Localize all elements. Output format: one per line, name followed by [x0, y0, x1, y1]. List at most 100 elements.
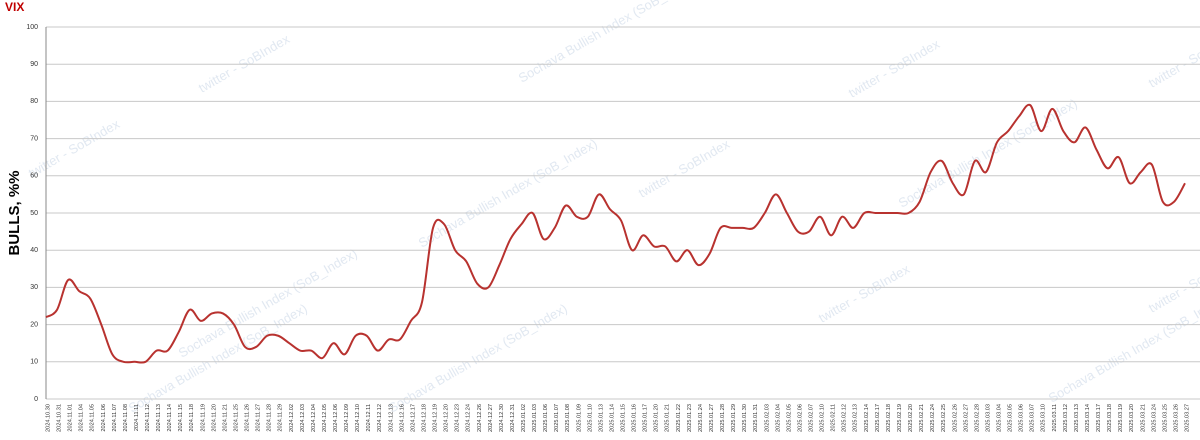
- x-tick-label: 2025.03.10: [1041, 404, 1047, 432]
- y-tick-label: 20: [30, 321, 38, 328]
- x-tick-label: 2025.02.06: [797, 404, 803, 432]
- x-tick-label: 2025.03.20: [1129, 404, 1135, 432]
- x-tick-label: 2025.01.23: [687, 404, 693, 432]
- x-tick-label: 2024.11.18: [189, 404, 195, 432]
- x-tick-label: 2024.12.10: [355, 404, 361, 432]
- x-tick-label: 2024.11.27: [256, 404, 262, 432]
- watermark: Sochava Bullish Index (SoB_Index): [516, 0, 700, 86]
- x-tick-label: 2025.02.10: [820, 404, 826, 432]
- watermark: twitter - SoBIndex: [846, 36, 943, 101]
- x-tick-label: 2024.10.31: [57, 404, 63, 432]
- watermark: Sochava Bullish Index (SoB_Index): [126, 301, 310, 416]
- x-tick-label: 2025.03.05: [1008, 404, 1014, 432]
- x-tick-label: 2025.01.08: [565, 404, 571, 432]
- x-tick-label: 2024.11.20: [211, 404, 217, 432]
- watermark: twitter - SoBIndex: [26, 116, 123, 181]
- x-tick-label: 2025.02.05: [786, 404, 792, 432]
- x-tick-label: 2025.02.25: [941, 404, 947, 432]
- y-tick-label: 80: [30, 98, 38, 105]
- x-tick-label: 2024.12.06: [333, 404, 339, 432]
- x-tick-label: 2025.03.13: [1074, 404, 1080, 432]
- x-tick-label: 2024.11.19: [200, 404, 206, 432]
- chart-title: VIX: [5, 0, 24, 14]
- x-tick-label: 2024.12.13: [388, 404, 394, 432]
- x-tick-label: 2025.01.21: [665, 404, 671, 432]
- x-tick-label: 2025.02.27: [963, 404, 969, 432]
- x-tick-label: 2025.01.09: [576, 404, 582, 432]
- x-tick-label: 2024.11.14: [167, 404, 173, 432]
- y-tick-label: 100: [26, 24, 38, 31]
- x-tick-label: 2024.12.27: [488, 404, 494, 432]
- x-tick-label: 2025.01.20: [654, 404, 660, 432]
- x-tick-label: 2024.12.04: [311, 404, 317, 432]
- watermark: twitter - SoBIndex: [636, 136, 733, 201]
- x-tick-label: 2024.12.20: [444, 404, 450, 432]
- x-tick-label: 2024.11.26: [245, 404, 251, 432]
- x-tick-label: 2025.03.25: [1162, 404, 1168, 432]
- x-tick-label: 2025.02.07: [809, 404, 815, 432]
- x-tick-label: 2025.03.11: [1052, 404, 1058, 432]
- x-tick-label: 2025.01.07: [554, 404, 560, 432]
- x-tick-label: 2024.12.30: [499, 404, 505, 432]
- x-tick-label: 2025.03.06: [1019, 404, 1025, 432]
- x-tick-label: 2025.03.07: [1030, 404, 1036, 432]
- watermark: twitter - SoBIndex: [1146, 251, 1200, 316]
- x-tick-label: 2025.03.17: [1096, 404, 1102, 432]
- x-tick-label: 2025.03.04: [996, 404, 1002, 432]
- watermark: twitter - SoBIndex: [196, 31, 293, 96]
- x-tick-label: 2024.11.11: [134, 404, 140, 431]
- x-tick-label: 2025.01.15: [621, 404, 627, 432]
- x-tick-label: 2025.01.28: [720, 404, 726, 432]
- x-tick-label: 2025.02.17: [875, 404, 881, 432]
- x-tick-label: 2024.11.21: [222, 404, 228, 432]
- y-tick-label: 60: [30, 173, 38, 180]
- x-tick-label: 2024.12.12: [377, 404, 383, 432]
- x-tick-label: 2025.01.14: [609, 404, 615, 432]
- watermark: twitter - SoBIndex: [816, 261, 913, 326]
- x-tick-label: 2024.11.12: [145, 404, 151, 432]
- x-tick-label: 2025.03.26: [1173, 404, 1179, 432]
- y-tick-label: 0: [34, 396, 38, 403]
- watermark: Sochava Bullish Index (SoB_Index): [416, 136, 600, 251]
- x-tick-label: 2024.12.23: [455, 404, 461, 432]
- x-tick-label: 2025.02.13: [853, 404, 859, 432]
- x-tick-label: 2025.03.27: [1184, 404, 1190, 432]
- x-tick-label: 2024.12.09: [344, 404, 350, 432]
- x-tick-label: 2024.11.13: [156, 404, 162, 432]
- x-tick-label: 2024.12.05: [322, 404, 328, 432]
- x-tick-label: 2025.01.17: [643, 404, 649, 432]
- x-tick-label: 2025.01.06: [543, 404, 549, 432]
- x-tick-label: 2025.01.13: [598, 404, 604, 432]
- y-axis-label: BULLS, %%: [6, 170, 23, 255]
- x-tick-label: 2025.01.22: [676, 404, 682, 432]
- x-tick-label: 2025.02.19: [897, 404, 903, 432]
- x-tick-label: 2025.02.26: [952, 404, 958, 432]
- x-tick-label: 2025.02.18: [886, 404, 892, 432]
- x-tick-label: 2025.03.14: [1085, 404, 1091, 432]
- x-tick-label: 2024.12.02: [289, 404, 295, 432]
- x-tick-label: 2024.11.07: [112, 404, 118, 432]
- x-tick-label: 2024.11.04: [79, 404, 85, 432]
- x-tick-label: 2024.11.28: [267, 404, 273, 432]
- x-tick-label: 2025.02.03: [764, 404, 770, 432]
- x-tick-label: 2024.12.03: [300, 404, 306, 432]
- x-tick-label: 2025.02.04: [775, 404, 781, 432]
- x-tick-label: 2024.12.11: [366, 404, 372, 432]
- y-tick-label: 70: [30, 135, 38, 142]
- x-tick-label: 2024.12.18: [421, 404, 427, 432]
- x-tick-label: 2025.01.31: [753, 404, 759, 432]
- x-tick-label: 2025.03.19: [1118, 404, 1124, 432]
- x-tick-label: 2024.12.16: [399, 404, 405, 432]
- x-tick-label: 2025.02.21: [919, 404, 925, 432]
- x-tick-label: 2025.03.24: [1151, 404, 1157, 432]
- x-tick-label: 2024.12.24: [466, 404, 472, 432]
- x-tick-label: 2025.02.28: [974, 404, 980, 432]
- x-tick-label: 2025.02.14: [864, 404, 870, 432]
- x-tick-label: 2025.03.21: [1140, 404, 1146, 432]
- x-tick-label: 2025.03.12: [1063, 404, 1069, 432]
- x-tick-label: 2025.02.24: [930, 404, 936, 432]
- y-tick-label: 40: [30, 247, 38, 254]
- y-tick-label: 50: [30, 210, 38, 217]
